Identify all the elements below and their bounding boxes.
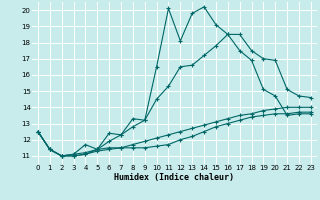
X-axis label: Humidex (Indice chaleur): Humidex (Indice chaleur) bbox=[115, 173, 234, 182]
